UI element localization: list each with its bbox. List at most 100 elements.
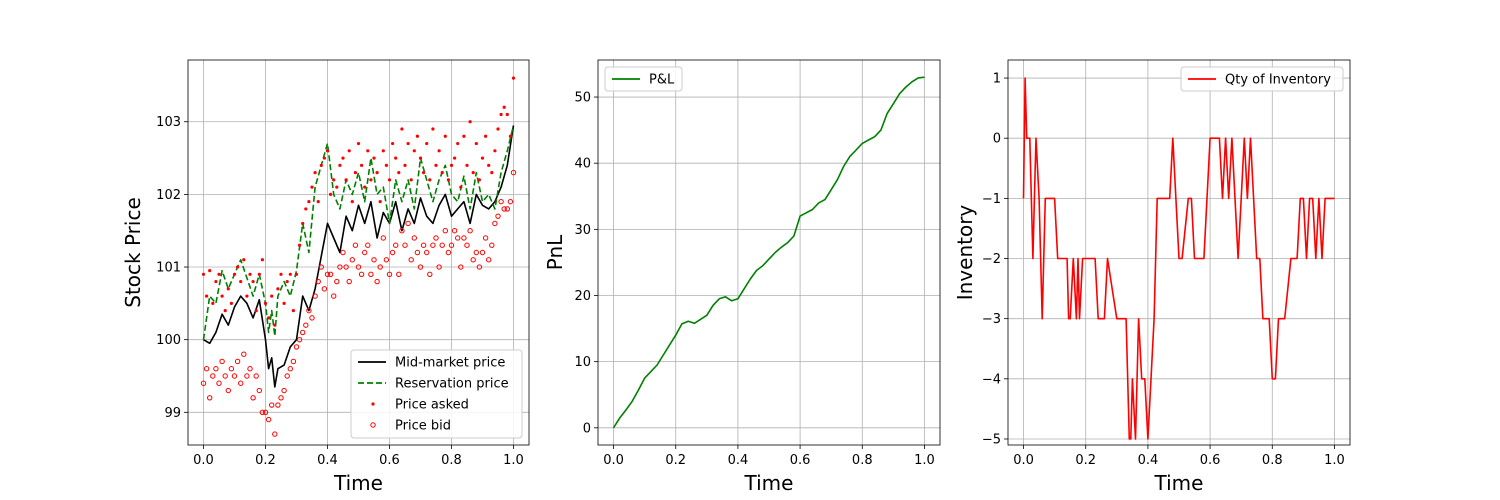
series-price-bid-point <box>504 206 510 212</box>
series-price-asked-point <box>263 301 268 305</box>
series-price-asked-point <box>465 163 469 167</box>
series-price-asked-point <box>251 279 255 284</box>
series-price-asked-point <box>400 127 404 131</box>
series-price-asked-point <box>217 272 221 276</box>
series-price-bid-point <box>312 293 318 299</box>
series-price-bid-point <box>489 242 495 248</box>
series-price-asked-point <box>505 112 509 117</box>
series-price-bid-point <box>455 235 461 241</box>
series-price-asked-point <box>307 200 311 204</box>
y-tick-label: −4 <box>982 372 1001 387</box>
legend-box <box>1180 66 1344 92</box>
series-price-bid-point <box>275 402 281 408</box>
series-price-asked-point <box>332 178 336 182</box>
series-price-asked-point <box>338 163 342 167</box>
series-price-asked-point <box>254 309 258 313</box>
series-price-asked-point <box>384 163 388 167</box>
series-price-asked-point <box>415 134 419 138</box>
series-price-asked-point <box>353 170 357 175</box>
series-price-asked-point <box>270 294 274 298</box>
series-group <box>1022 77 1335 440</box>
y-axis-label: Stock Price <box>121 197 145 308</box>
series-price-asked-point <box>484 134 488 138</box>
series-price-bid-point <box>278 395 284 401</box>
series-price-bid-point <box>386 271 393 277</box>
series-price-asked-point <box>242 258 246 262</box>
series-mid-market-price-line <box>203 125 515 388</box>
series-price-asked-point <box>310 185 314 189</box>
series-price-bid-point <box>203 366 210 372</box>
series-price-asked-point <box>499 112 503 117</box>
series-price-bid-point <box>461 235 467 241</box>
series-price-asked-point <box>391 141 395 146</box>
series-price-bid-point <box>216 380 222 386</box>
x-tick-label: 0.6 <box>379 453 400 468</box>
series-price-asked-point <box>347 149 351 153</box>
series-price-bid-point <box>470 257 476 263</box>
chart-panel-3: 0.0 0.2 0.4 0.6 0.8 1.0 1 0 −1 −2 −3 −4 −5 Time Invent… <box>953 59 1351 495</box>
y-axis-label: PnL <box>543 234 567 270</box>
series-price-asked-point <box>304 207 308 211</box>
series-price-bid-point <box>451 228 458 234</box>
series-price-asked-point <box>279 272 283 276</box>
series-price-bid-point <box>334 278 340 285</box>
series-price-asked-point <box>394 156 398 160</box>
series-price-asked-point <box>412 149 416 153</box>
y-tick-label: −2 <box>982 252 1001 267</box>
series-price-bid-point <box>436 264 442 270</box>
x-tick-label: 1.0 <box>1324 453 1345 468</box>
x-tick-label: 0.8 <box>441 453 462 468</box>
series-price-asked-point <box>440 170 444 175</box>
series-price-bid-point <box>389 249 396 256</box>
legend-price-asked-marker <box>371 402 375 406</box>
series-price-bid-point <box>269 402 275 408</box>
series-price-bid-point <box>476 264 483 270</box>
legend-price-asked-label: Price asked <box>395 398 469 413</box>
series-price-asked-point <box>366 149 370 153</box>
series-price-bid-point <box>352 242 359 248</box>
series-price-bid-point <box>393 242 399 248</box>
series-price-bid-point <box>300 329 306 336</box>
x-tick-label: 1.0 <box>503 453 524 468</box>
series-price-bid-point <box>318 264 324 270</box>
series-price-bid-point <box>331 293 337 299</box>
series-price-asked-point <box>462 134 466 138</box>
series-price-asked-point <box>375 170 379 175</box>
series-price-bid-point <box>309 315 315 321</box>
series-price-bid-point <box>365 242 371 248</box>
series-price-asked-point <box>406 141 410 146</box>
series-price-bid-point <box>486 257 492 263</box>
series-price-bid-point <box>383 257 390 263</box>
series-price-bid-point <box>408 257 414 263</box>
series-price-bid-point <box>445 249 452 256</box>
x-axis-label: Time <box>1154 471 1204 495</box>
legend-qty-of-inventory-label: Qty of Inventory <box>1225 73 1331 88</box>
y-tick-label: 1 <box>993 72 1001 87</box>
series-price-bid-point <box>396 271 402 277</box>
series-price-asked-point <box>446 178 450 182</box>
series-price-asked-point <box>422 170 426 175</box>
series-price-bid-point <box>272 431 278 437</box>
series-price-asked-point <box>453 156 457 160</box>
series-price-bid-point <box>371 257 377 263</box>
series-price-bid-point <box>467 228 473 234</box>
series-price-bid-point <box>482 235 489 241</box>
series-price-asked-point <box>341 156 345 160</box>
series-price-bid-point <box>213 366 219 372</box>
series-price-bid-point <box>433 235 439 241</box>
series-price-asked-point <box>232 272 237 276</box>
series-price-asked-point <box>471 170 475 175</box>
series-price-bid-point <box>405 220 411 227</box>
series-price-bid-point <box>510 169 517 176</box>
legend: P&L <box>604 66 683 92</box>
series-price-bid-point <box>439 242 445 248</box>
series-price-asked-point <box>298 243 302 247</box>
series-price-asked-point <box>245 294 249 298</box>
series-price-bid-point <box>293 344 300 350</box>
y-tick-label: −3 <box>982 312 1001 327</box>
series-price-bid-point <box>253 373 259 379</box>
series-price-asked-point <box>372 156 376 160</box>
series-price-asked-point <box>329 192 333 196</box>
series-price-asked-point <box>276 287 280 291</box>
